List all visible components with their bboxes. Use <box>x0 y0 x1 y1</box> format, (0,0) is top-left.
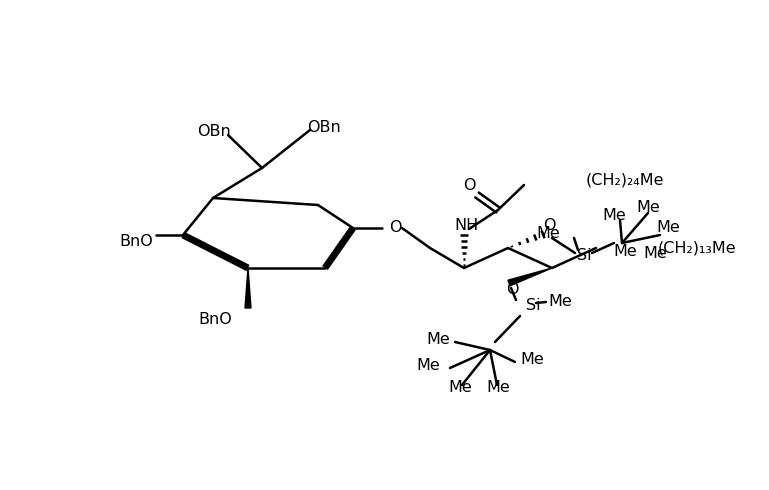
Text: Me: Me <box>656 220 680 236</box>
Text: Si: Si <box>577 247 591 263</box>
Text: NH: NH <box>455 218 479 232</box>
Text: BnO: BnO <box>119 235 153 249</box>
Text: OBn: OBn <box>307 120 341 134</box>
Text: O: O <box>463 178 475 194</box>
Text: Me: Me <box>613 245 637 260</box>
Text: Me: Me <box>416 358 440 372</box>
Text: Si: Si <box>526 297 541 313</box>
Text: Me: Me <box>643 245 667 261</box>
Text: Me: Me <box>426 333 450 347</box>
Polygon shape <box>245 268 251 308</box>
Text: (CH₂)₁₃Me: (CH₂)₁₃Me <box>658 241 737 255</box>
Text: Me: Me <box>486 381 510 395</box>
Text: OBn: OBn <box>197 124 231 140</box>
Text: O: O <box>506 283 518 297</box>
Polygon shape <box>508 268 552 286</box>
Text: O: O <box>543 219 555 234</box>
Text: Me: Me <box>448 381 472 395</box>
Text: (CH₂)₂₄Me: (CH₂)₂₄Me <box>586 172 664 188</box>
Text: Me: Me <box>536 225 560 241</box>
Text: O: O <box>389 220 401 236</box>
Text: Me: Me <box>636 199 660 215</box>
Text: Me: Me <box>548 294 571 310</box>
Text: Me: Me <box>602 207 626 222</box>
Text: Me: Me <box>520 352 544 368</box>
Text: BnO: BnO <box>198 313 232 327</box>
